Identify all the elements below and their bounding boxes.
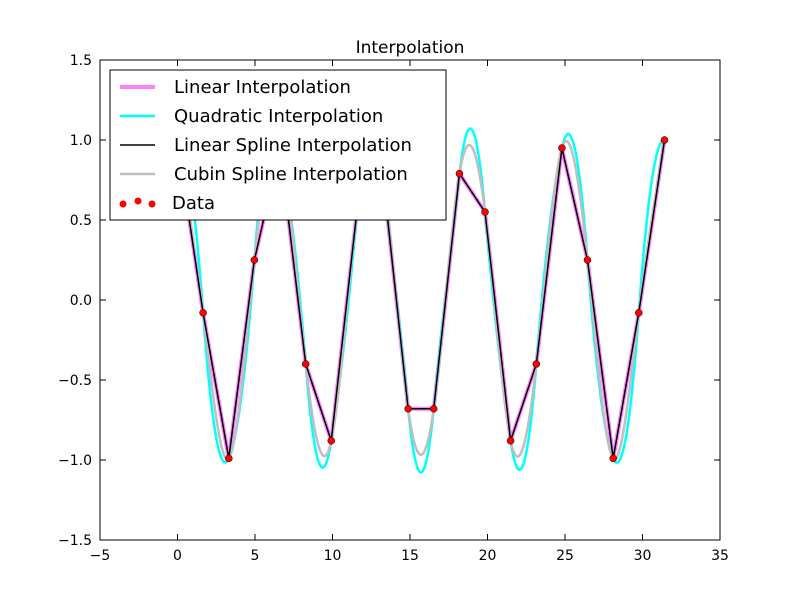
data-point	[429, 405, 438, 413]
series-line-3	[176, 139, 666, 461]
legend: Linear Interpolation Quadratic Interpolat…	[109, 69, 447, 221]
x-tick-label: 0	[173, 548, 182, 564]
data-points-layer	[173, 136, 669, 463]
x-tick-label: 35	[711, 548, 729, 564]
series-line-2	[176, 139, 666, 460]
y-tick-label: 0.0	[70, 293, 92, 309]
data-point	[455, 169, 464, 178]
y-tick-label: 0.5	[70, 213, 92, 229]
data-point	[327, 437, 336, 445]
legend-label: Cubin Spline Interpolation	[174, 164, 408, 185]
legend-marker	[148, 200, 156, 208]
y-tick-label: −0.5	[58, 373, 92, 389]
x-axis: −5 0 5 10 15 20 25 30 35	[90, 60, 729, 564]
chart-title: Interpolation	[356, 38, 465, 58]
data-point	[609, 454, 617, 463]
legend-label: Data	[172, 193, 215, 214]
x-tick-label: −5	[90, 548, 111, 564]
legend-marker	[119, 200, 127, 208]
data-point	[199, 309, 207, 317]
data-point	[481, 208, 489, 216]
y-tick-label: 1.5	[70, 53, 92, 69]
legend-marker	[134, 197, 142, 205]
x-tick-label: 5	[251, 548, 260, 564]
x-tick-label: 25	[556, 548, 574, 564]
legend-label: Quadratic Interpolation	[174, 106, 383, 127]
data-point	[660, 136, 669, 144]
data-point	[506, 437, 515, 445]
x-tick-label: 20	[479, 548, 497, 564]
data-point	[532, 360, 541, 368]
x-tick-label: 10	[324, 548, 342, 564]
data-point	[301, 360, 310, 368]
data-point	[635, 309, 643, 317]
legend-box	[109, 69, 447, 221]
data-point	[225, 454, 233, 463]
y-tick-label: 1.0	[70, 133, 92, 149]
y-axis: −1.5 −1.0 −0.5 0.0 0.5 1.0 1.5	[58, 53, 720, 549]
data-point	[404, 405, 412, 413]
y-tick-label: −1.0	[58, 453, 92, 469]
x-tick-label: 30	[634, 548, 652, 564]
y-tick-label: −1.5	[58, 533, 92, 549]
x-tick-label: 15	[401, 548, 419, 564]
data-point	[558, 144, 566, 152]
legend-label: Linear Interpolation	[174, 77, 351, 98]
legend-label: Linear Spline Interpolation	[174, 135, 412, 156]
data-point	[583, 256, 592, 264]
data-point	[250, 256, 259, 264]
